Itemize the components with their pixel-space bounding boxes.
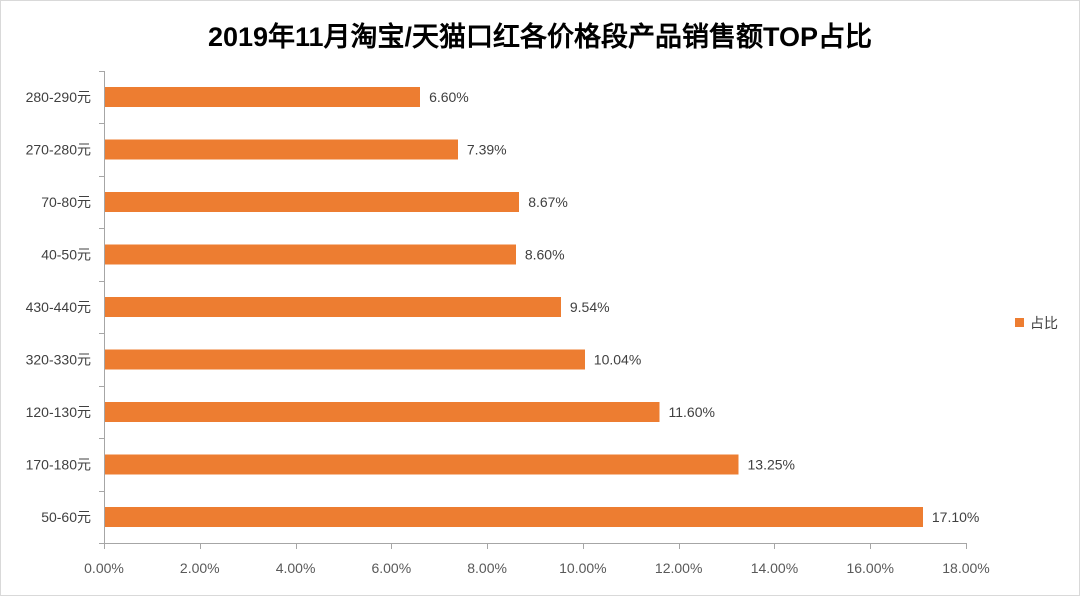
- bar: [104, 506, 923, 527]
- data-label: 17.10%: [932, 509, 979, 525]
- category-label: 170-180元: [26, 456, 91, 472]
- legend: 占比: [1015, 315, 1058, 331]
- bar: [104, 401, 660, 422]
- data-label: 10.04%: [594, 351, 641, 367]
- x-tick-label: 16.00%: [846, 560, 893, 576]
- category-label: 430-440元: [26, 299, 91, 315]
- category-label: 70-80元: [41, 194, 91, 210]
- x-tick-label: 18.00%: [942, 560, 989, 576]
- category-label: 320-330元: [26, 351, 91, 367]
- bar: [104, 244, 516, 265]
- x-tick-label: 14.00%: [751, 560, 798, 576]
- data-label: 6.60%: [429, 89, 469, 105]
- x-tick-label: 4.00%: [276, 560, 316, 576]
- legend-swatch: [1015, 318, 1024, 327]
- data-label: 7.39%: [467, 142, 507, 158]
- data-label: 9.54%: [570, 299, 610, 315]
- category-label: 40-50元: [41, 247, 91, 263]
- bar: [104, 192, 520, 213]
- bar: [104, 349, 585, 370]
- legend-label: 占比: [1030, 315, 1058, 331]
- x-tick-label: 12.00%: [655, 560, 702, 576]
- bar: [104, 87, 421, 108]
- data-label: 13.25%: [748, 456, 795, 472]
- category-label: 280-290元: [26, 89, 91, 105]
- data-label: 8.67%: [528, 194, 568, 210]
- plot-area: 280-290元 6.60% 270-280元 7.39% 70-80元 8.67% 40-…: [26, 71, 990, 576]
- x-tick-label: 10.00%: [559, 560, 606, 576]
- x-tick-label: 6.00%: [371, 560, 411, 576]
- x-tick-label: 8.00%: [467, 560, 507, 576]
- category-label: 50-60元: [41, 509, 91, 525]
- bar: [104, 297, 561, 317]
- category-label: 120-130元: [26, 404, 91, 420]
- chart-title: 2019年11月淘宝/天猫口红各价格段产品销售额TOP占比: [208, 21, 872, 52]
- bar: [104, 139, 458, 160]
- data-label: 8.60%: [525, 247, 565, 263]
- bar: [104, 454, 739, 475]
- data-label: 11.60%: [669, 404, 715, 420]
- x-tick-label: 2.00%: [180, 560, 220, 576]
- category-label: 270-280元: [26, 142, 91, 158]
- x-tick-label: 0.00%: [84, 560, 124, 576]
